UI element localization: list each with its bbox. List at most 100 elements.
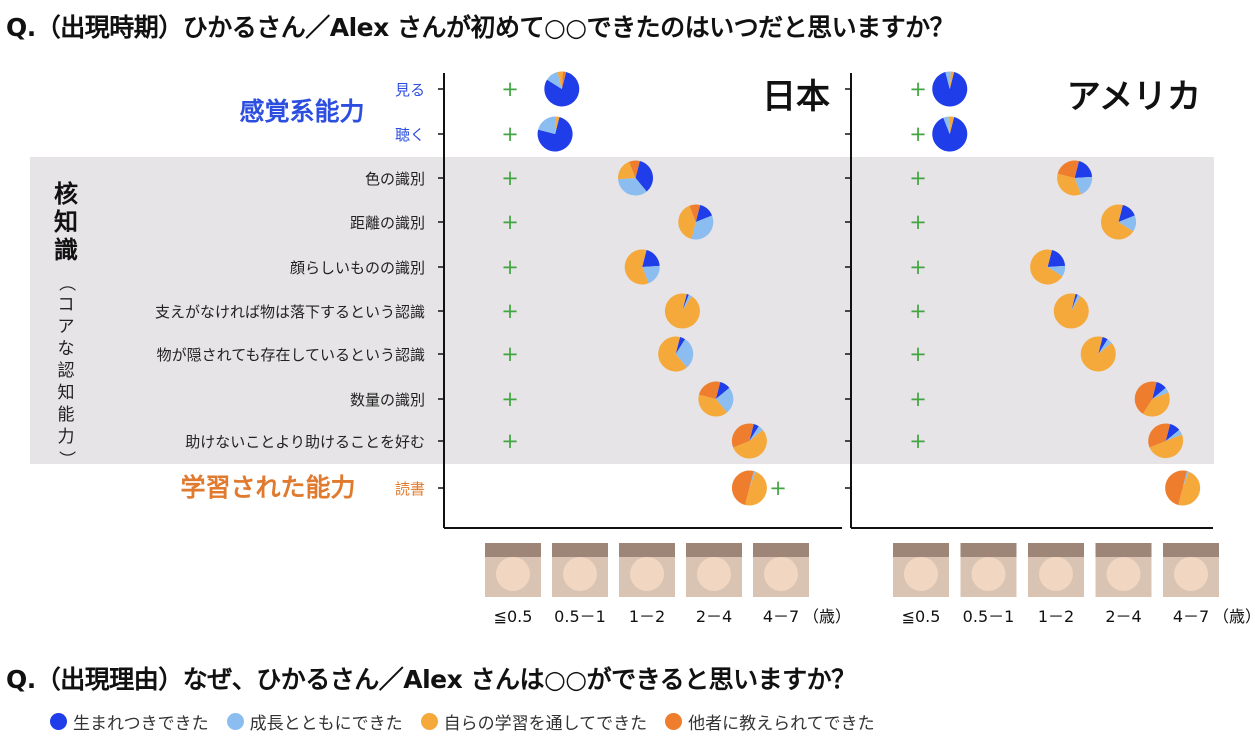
photo-hair xyxy=(893,543,949,557)
pie-slice xyxy=(1148,423,1171,448)
pie-chart xyxy=(1057,160,1093,196)
group-label-core-char: 核 xyxy=(54,180,78,208)
pie-chart xyxy=(1080,336,1116,372)
group-label-core-char: 識 xyxy=(54,236,78,264)
plus-marker: + xyxy=(501,255,519,279)
plus-marker: + xyxy=(909,166,927,190)
pie-chart xyxy=(658,336,694,372)
pie-slice xyxy=(749,471,756,488)
pie-slice xyxy=(948,116,955,134)
x-tick-label: ≦0.5 xyxy=(902,607,941,626)
panel-title: アメリカ xyxy=(1067,77,1201,117)
x-tick-label: 4－7 xyxy=(763,607,799,626)
pie-slice xyxy=(557,71,563,89)
photo-face xyxy=(1039,557,1073,591)
pie-slice xyxy=(629,160,640,178)
plus-marker: + xyxy=(909,429,927,453)
pie-chart xyxy=(624,249,660,285)
pie-slice xyxy=(943,116,950,134)
plus-marker: + xyxy=(909,255,927,279)
row-label: 色の識別 xyxy=(365,170,425,188)
pie-slice xyxy=(1149,434,1184,459)
legend-swatch xyxy=(665,713,683,730)
x-unit-label: （歳） xyxy=(803,607,851,626)
pie-slice xyxy=(642,250,660,267)
age-photo xyxy=(1163,543,1219,597)
photo-hair xyxy=(485,543,541,557)
pie-slice xyxy=(682,294,692,311)
age-photo xyxy=(1095,543,1152,597)
pie-slice xyxy=(949,71,955,89)
pie-chart xyxy=(698,381,734,417)
pie-chart xyxy=(544,71,580,107)
pie-chart xyxy=(1101,204,1136,240)
pie-slice xyxy=(1118,205,1135,222)
legend-swatch xyxy=(420,713,438,730)
photo-hair xyxy=(1028,543,1084,557)
pie-slice xyxy=(689,204,701,222)
age-photo xyxy=(893,543,949,597)
age-photo xyxy=(619,543,675,597)
pie-slice xyxy=(1047,265,1066,277)
pie-slice xyxy=(1047,250,1066,267)
pie-slice xyxy=(635,161,654,192)
pie-slice xyxy=(733,429,767,459)
group-label-sensory: 感覚系能力 xyxy=(239,97,364,126)
age-photo xyxy=(552,543,608,597)
pie-slice xyxy=(544,72,580,107)
photo-face xyxy=(1106,557,1141,591)
pie-slice xyxy=(1101,204,1134,240)
pie-slice xyxy=(932,72,968,107)
photo-face xyxy=(971,557,1006,591)
age-photo xyxy=(1028,543,1084,597)
plus-marker: + xyxy=(501,210,519,234)
row-label: 見る xyxy=(395,81,425,99)
pie-slice xyxy=(1057,160,1079,178)
row-label: 支えがなければ物は落下するという認識 xyxy=(155,303,425,321)
photo-face xyxy=(563,557,597,591)
age-photo xyxy=(753,543,809,597)
age-photo xyxy=(485,543,541,597)
pie-slice xyxy=(1071,294,1078,311)
legend-swatch xyxy=(226,713,244,730)
pie-chart xyxy=(1134,381,1170,417)
group-label-core-sub-char: 力 xyxy=(58,427,75,447)
pie-slice xyxy=(1134,381,1157,414)
x-tick-label: 2－4 xyxy=(696,607,732,626)
pie-slice xyxy=(731,423,754,448)
photo-hair xyxy=(753,543,809,557)
pie-slice xyxy=(1071,294,1081,311)
plus-marker: + xyxy=(909,387,927,411)
pie-slice xyxy=(1182,471,1190,488)
legend-item: 他者に教えられてできた xyxy=(665,709,875,734)
pie-chart xyxy=(1148,423,1184,459)
pie-slice xyxy=(642,265,660,284)
pie-slice xyxy=(945,71,951,89)
pie-slice xyxy=(1165,424,1180,441)
pie-slice xyxy=(1030,249,1063,285)
pie-slice xyxy=(1098,337,1108,354)
pie-slice xyxy=(932,117,968,152)
pie-slice xyxy=(691,215,714,240)
plus-marker: + xyxy=(501,299,519,323)
age-photo xyxy=(960,543,1017,597)
pie-slice xyxy=(1080,336,1116,372)
group-label-core-char: 知 xyxy=(54,208,78,236)
plus-marker: + xyxy=(909,122,927,146)
legend-item: 成長とともにできた xyxy=(226,709,403,734)
plus-marker: + xyxy=(501,122,519,146)
photo-hair xyxy=(1095,543,1152,557)
pie-slice xyxy=(624,249,649,285)
legend-swatch xyxy=(50,713,67,730)
pie-slice xyxy=(745,471,767,506)
pie-slice xyxy=(675,337,686,354)
x-unit-label: （歳） xyxy=(1213,607,1255,626)
group-label-core-sub-char: 知 xyxy=(58,383,75,403)
panel-title: 日本 xyxy=(762,77,830,117)
group-label-core-sub-char: 能 xyxy=(58,405,75,425)
photo-face xyxy=(697,557,731,591)
plus-marker: + xyxy=(909,342,927,366)
pie-chart xyxy=(1165,470,1201,506)
row-label: 助けないことより助けることを好む xyxy=(185,433,425,451)
row-label: 数量の識別 xyxy=(350,391,425,409)
